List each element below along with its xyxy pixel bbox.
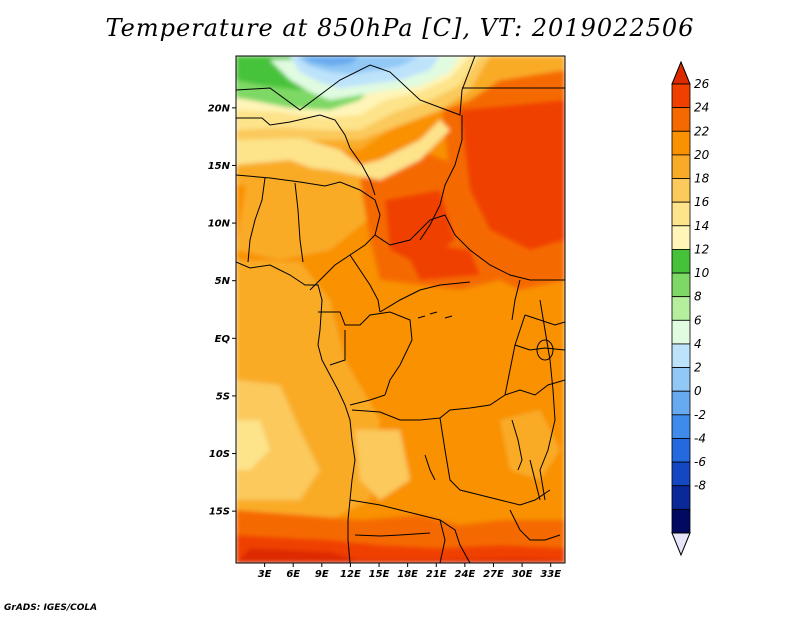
longitude-axis: 3E 6E 9E 12E 15E 18E 21E 24E 27E 30E 33E <box>258 563 561 580</box>
colorbar-top-arrow <box>671 60 691 85</box>
colorbar-swatch <box>671 367 691 392</box>
lat-tick-label: 10N <box>208 219 231 230</box>
lon-tick-label: 12E <box>340 569 361 580</box>
colorbar-swatch <box>671 201 691 227</box>
colorbar-swatch <box>671 461 691 487</box>
colorbar-label: 2 <box>694 361 702 375</box>
colorbar-swatch <box>671 414 691 439</box>
colorbar-label: 18 <box>694 172 710 186</box>
lon-tick-label: 30E <box>512 569 533 580</box>
temperature-field <box>236 56 565 563</box>
map-title: Temperature at 850hPa [C], VT: 201902250… <box>105 14 695 42</box>
lat-tick-label: 5N <box>215 276 231 287</box>
colorbar-label: 20 <box>694 148 710 162</box>
lon-tick-label: 15E <box>369 569 390 580</box>
colorbar-swatch <box>671 178 691 203</box>
colorbar-label: -6 <box>694 455 706 469</box>
colorbar-label: 22 <box>694 124 709 138</box>
colorbar-label: -4 <box>694 431 706 445</box>
colorbar-label: 8 <box>694 290 702 304</box>
colorbar-swatch <box>671 130 691 156</box>
colorbar-label: 0 <box>694 384 702 398</box>
colorbar-label: 6 <box>694 313 702 327</box>
lat-tick-label: EQ <box>215 334 231 345</box>
lon-tick-label: 24E <box>454 569 475 580</box>
lon-tick-label: 6E <box>286 569 300 580</box>
colorbar-swatch <box>671 390 691 416</box>
colorbar-swatch <box>671 154 691 179</box>
lat-tick-label: 10S <box>209 449 230 460</box>
colorbar-swatch <box>671 343 691 368</box>
lat-tick-label: 15N <box>208 161 231 172</box>
country-borders <box>236 56 565 563</box>
colorbar-swatch <box>671 225 691 250</box>
colorbar-swatch <box>671 296 691 321</box>
latitude-axis: 20N 15N 10N 5N EQ 5S 10S 15S <box>208 103 236 518</box>
grads-credit: GrADS: IGES/COLA <box>4 603 98 613</box>
colorbar-label: 12 <box>694 242 709 256</box>
colorbar-swatch <box>671 485 691 510</box>
colorbar-swatch <box>671 508 691 534</box>
colorbar-label: 16 <box>694 195 710 209</box>
colorbar-label: 14 <box>694 219 709 233</box>
lon-tick-label: 33E <box>540 569 561 580</box>
colorbar-swatch <box>671 438 691 463</box>
lon-tick-label: 21E <box>426 569 447 580</box>
colorbar-label: 26 <box>694 77 710 91</box>
colorbar-swatch <box>671 319 691 345</box>
colorbar-label: -2 <box>694 408 706 422</box>
lat-tick-label: 20N <box>208 103 231 114</box>
map-frame <box>235 55 566 564</box>
colorbar-bottom-arrow <box>671 532 691 557</box>
colorbar-swatch <box>671 107 691 132</box>
colorbar-label: 10 <box>694 266 710 280</box>
lon-tick-label: 3E <box>258 569 272 580</box>
lon-tick-label: 18E <box>397 569 418 580</box>
lon-tick-label: 9E <box>315 569 329 580</box>
colorbar-swatch <box>671 83 691 109</box>
lon-tick-label: 27E <box>483 569 504 580</box>
colorbar-swatch <box>671 249 691 274</box>
lat-tick-label: 15S <box>209 507 230 518</box>
lat-tick-label: 5S <box>216 391 230 402</box>
colorbar-label: 24 <box>694 101 709 115</box>
colorbar-label: 4 <box>694 337 702 351</box>
colorbar-swatch <box>671 272 691 298</box>
colorbar-label: -8 <box>694 479 706 493</box>
